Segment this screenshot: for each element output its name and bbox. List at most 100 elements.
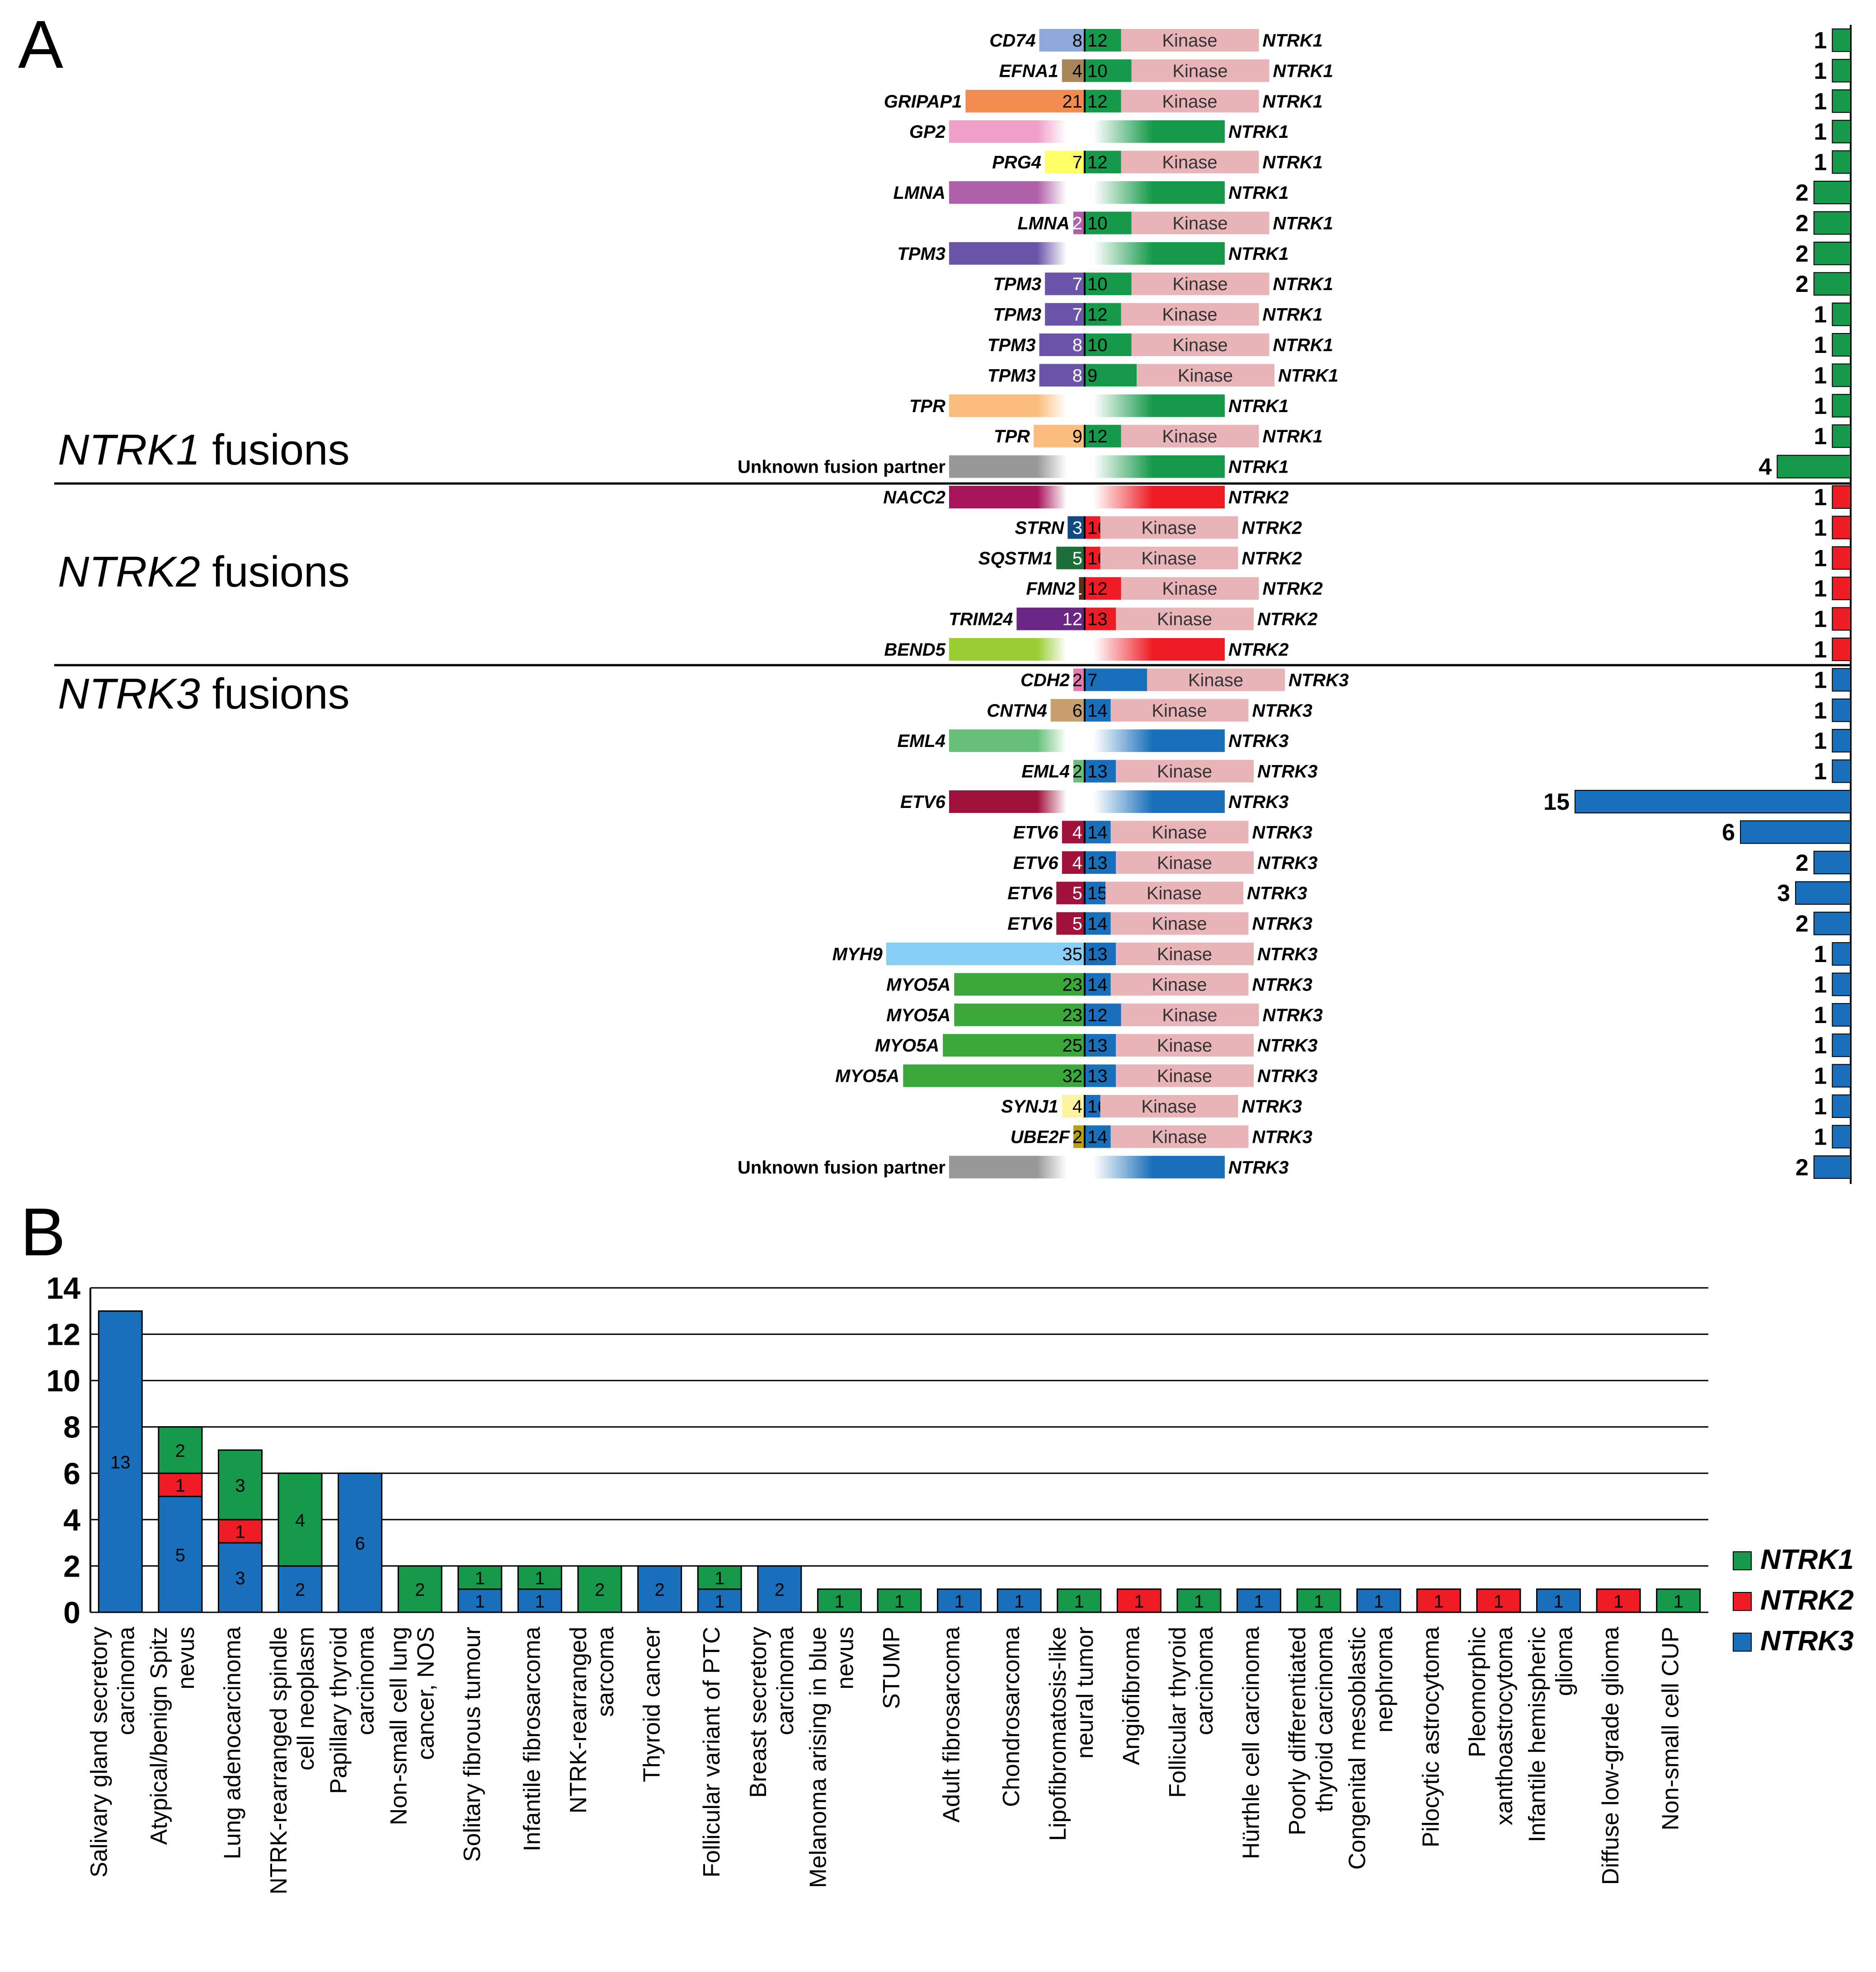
kinase-label: Kinase [1147,883,1202,903]
partner-bar-tpr [949,394,1067,417]
bar-value-label: 1 [1434,1592,1443,1611]
x-tick-label-line: sarcoma [592,1627,619,1717]
partner-bar-trim24 [1016,607,1085,630]
count-bar [1832,59,1851,83]
ntrk-gene-label: NTRK3 [1228,792,1288,812]
partner-exon-label: 25 [1063,1036,1083,1056]
bar-value-label: 1 [1194,1592,1204,1611]
count-label: 1 [1814,89,1827,115]
ntrk-gene-label: NTRK1 [1228,244,1288,264]
bar-value-label: 13 [110,1453,131,1473]
legend-label-ntrk2: NTRK2 [1760,1585,1854,1616]
partner-name: CD74 [989,31,1035,51]
ntrk-gene-label: NTRK3 [1228,731,1288,751]
partner-bar-myo5a [943,1034,1085,1057]
partner-name: TPM3 [993,305,1041,325]
count-bar [1832,394,1851,418]
ntrk-bar [1085,1095,1100,1117]
bar-segment-ntrk3 [1356,1588,1401,1613]
partner-name: UBE2F [1011,1127,1071,1147]
partner-bar-synj1 [1062,1095,1085,1117]
bar-segment-ntrk3 [637,1565,682,1613]
ntrk-bar [1085,1125,1111,1148]
ntrk-gene-label: NTRK1 [1228,122,1288,142]
ntrk-exon-label: 12 [1087,305,1108,325]
ntrk-exon-label: 10 [1087,274,1108,294]
ntrk-exon-label: 12 [1087,579,1108,599]
x-tick-label-line: Pleomorphic [1464,1627,1490,1757]
x-tick-label: Melanoma arising in bluenevus [805,1627,858,1888]
kinase-label: Kinase [1162,305,1217,325]
ntrk-gene-label: NTRK1 [1263,153,1323,173]
ntrk-gene-label: NTRK3 [1257,1036,1317,1056]
partner-bar-etv6 [1056,912,1085,935]
x-tick-label: STUMP [879,1627,905,1709]
x-tick-label-line: carcinoma [1192,1627,1218,1735]
ntrk-gene-label: NTRK3 [1263,1005,1323,1025]
partner-bar-ube2f [1073,1125,1085,1148]
partner-name: SYNJ1 [1001,1097,1058,1117]
partner-bar-cntn4 [1050,699,1085,722]
count-bar [1813,850,1852,874]
count-label: 1 [1814,362,1827,389]
count-label: 1 [1814,150,1827,176]
y-tick-label: 14 [46,1271,80,1305]
ntrk-bar [1085,303,1121,326]
bar-value-label: 3 [235,1476,245,1496]
bar-segment-ntrk1 [277,1472,323,1567]
ntrk-bar [1085,760,1116,783]
x-tick-label-line: Diffuse low-grade glioma [1598,1627,1624,1885]
partner-bar-sqstm1 [1056,546,1085,569]
bar-segment-ntrk2 [1416,1588,1461,1613]
bar-value-label: 1 [1374,1592,1384,1611]
x-tick-label-line: nephroma [1372,1627,1398,1733]
kinase-domain [1131,272,1269,296]
partner-name: GRIPAP1 [884,92,962,112]
x-tick-label: Papillary thyroidcarcinoma [326,1627,379,1794]
count-bar [1832,89,1851,113]
x-tick-label-line: Hürthle cell carcinoma [1238,1627,1265,1859]
partner-exon-label: 8 [1072,31,1082,51]
ntrk-bar [1094,455,1225,478]
kinase-domain [1137,364,1274,387]
ntrk-exon-label: 14 [1087,701,1108,721]
x-tick-label-line: Follicular variant of PTC [699,1627,725,1878]
ntrk-exon-label: 13 [1087,1066,1108,1086]
partner-bar-lmna [949,181,1067,204]
kinase-domain [1100,546,1238,569]
bar-segment-ntrk2 [1596,1588,1641,1613]
ntrk-gene-label: NTRK1 [1263,305,1323,325]
count-label: 1 [1814,941,1827,967]
bar-segment-ntrk3 [1536,1588,1581,1613]
partner-bar-gripap1 [965,89,1085,113]
count-bar [1832,759,1851,783]
kinase-domain [1121,150,1259,174]
count-label: 2 [1796,180,1809,206]
count-label: 1 [1814,1124,1827,1150]
kinase-domain [1131,59,1269,82]
partner-exon-label: 5 [1072,549,1082,568]
partner-name: LMNA [1017,213,1070,233]
count-bar [1832,1064,1851,1088]
bar-value-label: 5 [175,1545,185,1565]
ntrk-exon-label: 9 [1087,366,1097,385]
count-bar [1832,638,1851,661]
partner-bar-myo5a [954,1003,1085,1026]
bar-value-label: 2 [295,1580,305,1600]
kinase-domain [1110,973,1249,996]
ntrk-exon-label: 15 [1087,883,1108,903]
ntrk-bar [1085,577,1121,600]
count-label: 2 [1796,1155,1809,1181]
partner-exon-label: 32 [1063,1066,1083,1086]
ntrk-gene-label: NTRK1 [1273,335,1333,355]
partner-name: STRN [1015,518,1064,538]
ntrk-exon-label: 14 [1087,975,1108,995]
ntrk-bar [1094,181,1225,204]
x-tick-label-line: Melanoma arising in blue [805,1627,831,1888]
ntrk-gene-label: NTRK3 [1257,853,1317,873]
partner-exon-label: 7 [1072,274,1082,294]
partner-name: EML4 [897,731,945,751]
count-label: 1 [1814,545,1827,572]
partner-bar-eml4 [949,729,1067,752]
